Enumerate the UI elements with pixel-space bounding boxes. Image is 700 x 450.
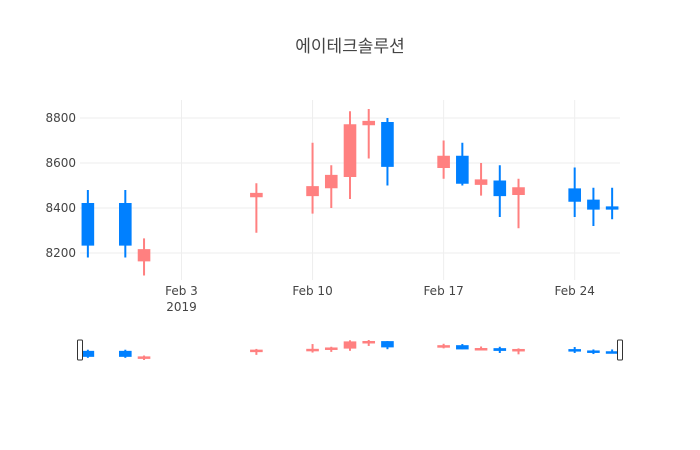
slider-candle-body xyxy=(437,345,450,348)
slider-candle-body xyxy=(343,341,357,349)
candle xyxy=(250,183,263,233)
range-slider-left-handle[interactable] xyxy=(77,339,83,361)
slider-candle xyxy=(568,347,581,353)
range-slider-right-handle[interactable] xyxy=(617,339,623,361)
candle-body xyxy=(456,155,469,184)
y-tick-label: 8600 xyxy=(45,156,76,170)
x-tick-label: Feb 3 xyxy=(165,284,198,298)
slider-candle xyxy=(512,348,525,355)
slider-candle-body xyxy=(119,350,132,357)
slider-candle-body xyxy=(512,348,525,352)
slider-candle xyxy=(81,349,95,358)
slider-candle xyxy=(381,341,394,350)
x-tick-label: Feb 24 xyxy=(555,284,595,298)
slider-candle-body xyxy=(493,348,507,351)
candle xyxy=(512,178,525,229)
candle xyxy=(587,187,600,226)
candle-body xyxy=(81,203,95,246)
candle-body xyxy=(605,206,619,210)
slider-candle-body xyxy=(362,340,376,344)
candle xyxy=(306,142,319,214)
candle-body xyxy=(437,155,450,168)
candle-body xyxy=(587,199,600,210)
candle-body xyxy=(493,180,507,197)
slider-candle xyxy=(587,349,600,355)
y-tick-label: 8400 xyxy=(45,201,76,215)
candle-body xyxy=(324,174,338,189)
slider-candle xyxy=(456,344,469,350)
y-tick-label: 8800 xyxy=(45,111,76,125)
slider-candle-body xyxy=(324,347,338,350)
candle-body xyxy=(119,203,132,246)
candle xyxy=(493,165,507,217)
candle xyxy=(119,190,132,258)
slider-candle xyxy=(343,340,357,351)
slider-candle xyxy=(250,348,263,355)
candle xyxy=(474,163,488,196)
slider-candle-body xyxy=(605,351,619,354)
candle-body xyxy=(343,124,357,177)
slider-candle xyxy=(324,346,338,352)
candle xyxy=(568,167,581,217)
candle xyxy=(381,118,394,186)
slider-candle xyxy=(362,340,376,346)
slider-candle xyxy=(493,346,507,353)
candle-body xyxy=(250,192,263,198)
candle xyxy=(81,190,95,258)
slider-candle xyxy=(119,349,132,358)
candle-body xyxy=(568,188,581,202)
candle xyxy=(605,187,619,220)
slider-candle-body xyxy=(456,345,469,350)
y-tick-label: 8200 xyxy=(45,246,76,260)
range-slider[interactable] xyxy=(77,332,623,368)
candle xyxy=(137,238,151,276)
candle xyxy=(456,142,469,186)
candle-body xyxy=(474,179,488,185)
slider-candle-body xyxy=(381,341,394,348)
candle xyxy=(343,111,357,199)
candle-body xyxy=(137,249,151,262)
slider-candle-body xyxy=(587,350,600,353)
slider-candle-body xyxy=(250,349,263,353)
slider-candle xyxy=(437,343,450,349)
slider-candle xyxy=(137,355,151,360)
candles xyxy=(81,109,619,276)
candle xyxy=(437,140,450,179)
x-tick-label: Feb 10 xyxy=(292,284,332,298)
slider-candle-body xyxy=(81,350,95,357)
y-axis-ticks: 8200 8400 8600 8800 xyxy=(45,111,76,260)
candle-body xyxy=(362,120,376,126)
slider-candle-body xyxy=(137,356,151,359)
candle xyxy=(324,165,338,208)
candle xyxy=(362,109,376,159)
slider-candle-body xyxy=(474,348,488,351)
candle-body xyxy=(512,187,525,195)
candle-body xyxy=(381,122,394,167)
candle-body xyxy=(306,186,319,197)
x-tick-label: Feb 17 xyxy=(423,284,463,298)
slider-candle-body xyxy=(306,348,319,352)
slider-candle xyxy=(306,344,319,353)
slider-candle xyxy=(474,346,488,351)
x-tick-sublabel: 2019 xyxy=(166,300,197,314)
chart-title: 에이테크솔루션 xyxy=(295,37,405,57)
x-axis-ticks: Feb 3 2019 Feb 10 Feb 17 Feb 24 xyxy=(165,284,595,314)
slider-candle-body xyxy=(568,349,581,352)
